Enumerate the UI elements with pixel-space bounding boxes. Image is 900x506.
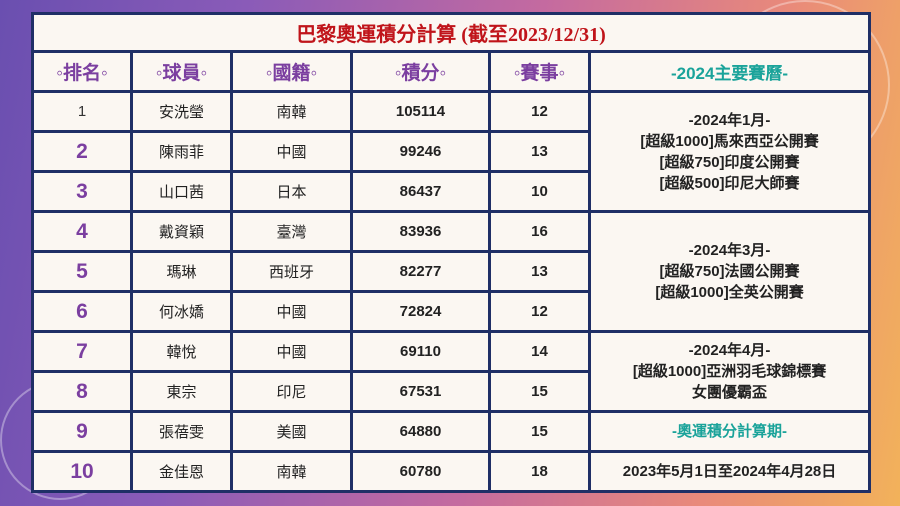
points-cell: 60780 bbox=[350, 450, 491, 493]
points-cell: 69110 bbox=[350, 330, 491, 373]
table-title: 巴黎奧運積分計算 (截至2023/12/31) bbox=[30, 12, 872, 53]
points-cell: 72824 bbox=[350, 290, 491, 333]
schedule-cell: -2024年4月- [超級1000]亞洲羽毛球錦標賽 女團優霸盃 bbox=[587, 330, 872, 413]
player-cell: 何冰嬌 bbox=[130, 290, 233, 333]
schedule-line: [超級500]印尼大師賽 bbox=[659, 174, 800, 192]
country-cell: 南韓 bbox=[230, 90, 353, 133]
rank-cell: 10 bbox=[31, 450, 133, 493]
player-cell: 戴資穎 bbox=[130, 210, 233, 253]
country-cell: 西班牙 bbox=[230, 250, 353, 293]
schedule-line: -奧運積分計算期- bbox=[672, 423, 788, 440]
events-cell: 12 bbox=[488, 90, 591, 133]
country-cell: 中國 bbox=[230, 130, 353, 173]
events-cell: 12 bbox=[488, 290, 591, 333]
rank-cell: 3 bbox=[31, 170, 133, 213]
events-cell: 14 bbox=[488, 330, 591, 373]
schedule-line: [超級1000]全英公開賽 bbox=[655, 284, 804, 301]
player-cell: 東宗 bbox=[130, 370, 233, 413]
player-cell: 瑪琳 bbox=[130, 250, 233, 293]
points-cell: 83936 bbox=[350, 210, 491, 253]
olympic-points-table: 巴黎奧運積分計算 (截至2023/12/31) ◦排名◦ ◦球員◦ ◦國籍◦ ◦… bbox=[30, 12, 872, 493]
points-cell: 67531 bbox=[350, 370, 491, 413]
points-cell: 82277 bbox=[350, 250, 491, 293]
country-cell: 印尼 bbox=[230, 370, 353, 413]
header-points: ◦積分◦ bbox=[350, 50, 491, 93]
events-cell: 16 bbox=[488, 210, 591, 253]
header-schedule: -2024主要賽曆- bbox=[587, 50, 872, 93]
points-cell: 99246 bbox=[350, 130, 491, 173]
table-row: 7 韓悅 中國 69110 14 -2024年4月- [超級1000]亞洲羽毛球錦標賽 女團優… bbox=[31, 330, 872, 413]
header-player: ◦球員◦ bbox=[130, 50, 233, 93]
points-cell: 105114 bbox=[350, 90, 491, 133]
rank-cell: 7 bbox=[31, 330, 133, 373]
country-cell: 日本 bbox=[230, 170, 353, 213]
table-row: 8 東宗 印尼 67531 15 bbox=[31, 370, 870, 413]
schedule-line: [超級750]法國公開賽 bbox=[659, 263, 800, 280]
player-cell: 韓悅 bbox=[130, 330, 233, 373]
table-row: 9 張蓓雯 美國 64880 15 -奧運積分計算期- bbox=[31, 410, 872, 453]
rank-cell: 5 bbox=[31, 250, 133, 293]
header-events: ◦賽事◦ bbox=[488, 50, 591, 93]
events-cell: 10 bbox=[488, 170, 591, 213]
player-cell: 陳雨菲 bbox=[130, 130, 233, 173]
schedule-cell: -奧運積分計算期- bbox=[587, 410, 872, 453]
rank-cell: 9 bbox=[31, 410, 133, 453]
events-cell: 13 bbox=[488, 250, 591, 293]
player-cell: 安洗瑩 bbox=[130, 90, 233, 133]
table-row: 1 安洗瑩 南韓 105114 12 -2024年1月- [超級1000]馬來西亞公開賽 [超… bbox=[31, 90, 872, 213]
schedule-line: 2023年5月1日至2024年4月28日 bbox=[622, 463, 837, 480]
rank-cell: 1 bbox=[31, 90, 133, 133]
events-cell: 15 bbox=[488, 370, 591, 413]
country-cell: 中國 bbox=[230, 330, 353, 373]
header-country: ◦國籍◦ bbox=[230, 50, 353, 93]
points-cell: 86437 bbox=[350, 170, 491, 213]
table-row: 3 山口茜 日本 86437 10 bbox=[31, 170, 870, 213]
table-row: 2 陳雨菲 中國 99246 13 bbox=[31, 130, 870, 173]
schedule-cell: -2024年3月- [超級750]法國公開賽 [超級1000]全英公開賽 bbox=[587, 210, 872, 333]
table-row: 10 金佳恩 南韓 60780 18 2023年5月1日至2024年4月28日 bbox=[31, 450, 872, 493]
schedule-line: -2024年3月- bbox=[688, 242, 771, 259]
schedule-line: [超級750]印度公開賽 bbox=[659, 153, 800, 171]
header-rank: ◦排名◦ bbox=[31, 50, 133, 93]
events-cell: 18 bbox=[488, 450, 591, 493]
country-cell: 美國 bbox=[230, 410, 353, 453]
points-cell: 64880 bbox=[350, 410, 491, 453]
events-cell: 13 bbox=[488, 130, 591, 173]
schedule-line: [超級1000]亞洲羽毛球錦標賽 bbox=[632, 363, 827, 380]
schedule-cell: 2023年5月1日至2024年4月28日 bbox=[587, 450, 872, 493]
country-cell: 臺灣 bbox=[230, 210, 353, 253]
schedule-line: -2024年1月- bbox=[688, 111, 771, 129]
table-row: 6 何冰嬌 中國 72824 12 bbox=[31, 290, 870, 333]
country-cell: 南韓 bbox=[230, 450, 353, 493]
schedule-line: -2024年4月- bbox=[688, 342, 771, 359]
player-cell: 金佳恩 bbox=[130, 450, 233, 493]
schedule-line: 女團優霸盃 bbox=[692, 384, 768, 401]
table-row: 4 戴資穎 臺灣 83936 16 -2024年3月- [超級750]法國公開賽 [超級100… bbox=[31, 210, 872, 333]
rank-cell: 8 bbox=[31, 370, 133, 413]
rank-cell: 2 bbox=[31, 130, 133, 173]
schedule-cell: -2024年1月- [超級1000]馬來西亞公開賽 [超級750]印度公開賽 [超級5… bbox=[587, 90, 872, 213]
player-cell: 山口茜 bbox=[130, 170, 233, 213]
events-cell: 15 bbox=[488, 410, 591, 453]
rank-cell: 4 bbox=[31, 210, 133, 253]
rank-cell: 6 bbox=[31, 290, 133, 333]
table-row: 5 瑪琳 西班牙 82277 13 bbox=[31, 250, 870, 293]
schedule-line: [超級1000]馬來西亞公開賽 bbox=[640, 132, 819, 150]
country-cell: 中國 bbox=[230, 290, 353, 333]
player-cell: 張蓓雯 bbox=[130, 410, 233, 453]
